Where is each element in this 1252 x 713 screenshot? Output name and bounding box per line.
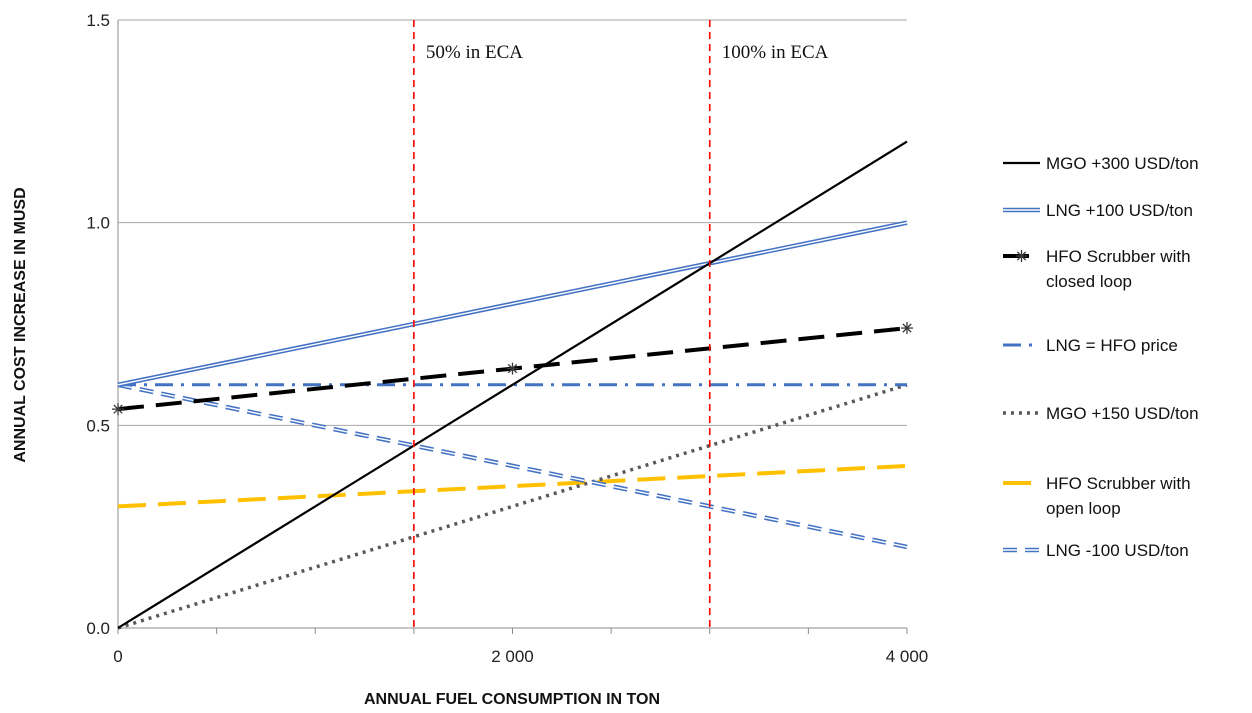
x-tick-label: 0 — [113, 647, 122, 666]
y-tick-label: 0.5 — [86, 416, 110, 435]
legend-item: LNG = HFO price — [1003, 336, 1178, 355]
legend-label: open loop — [1046, 499, 1121, 518]
y-axis-title: ANNUAL COST INCREASE IN MUSD — [12, 187, 29, 462]
star-stroke — [902, 323, 912, 333]
series-line-4 — [117, 383, 908, 630]
series-line-0 — [117, 140, 908, 629]
series-marker-star — [901, 322, 913, 335]
eca-label: 100% in ECA — [722, 42, 829, 63]
legend-label: LNG = HFO price — [1046, 336, 1178, 355]
legend-item: MGO +150 USD/ton — [1003, 404, 1199, 423]
legend-layer: MGO +300 USD/ton LNG +100 USD/ton HFO Scru… — [1003, 154, 1199, 560]
legend-item: MGO +300 USD/ton — [1003, 154, 1199, 173]
x-tick-label: 4 000 — [886, 647, 929, 666]
legend-item: LNG -100 USD/ton — [1003, 541, 1189, 560]
legend-label: HFO Scrubber with — [1046, 474, 1191, 493]
series-line-6-core — [117, 384, 908, 548]
x-axis-title: ANNUAL FUEL CONSUMPTION IN TON — [364, 691, 660, 708]
series-line-1-core — [117, 222, 908, 386]
legend-label: LNG -100 USD/ton — [1046, 541, 1189, 560]
legend-item: LNG +100 USD/ton — [1003, 201, 1193, 220]
star-stroke — [507, 363, 518, 374]
axis-layer: 0.0 0.5 1.0 1.5 0 2 000 4 000 — [86, 11, 928, 666]
eca-label: 50% in ECA — [426, 42, 523, 63]
series-marker-star — [112, 403, 124, 416]
star-stroke — [113, 404, 123, 414]
series-layer — [112, 140, 913, 630]
legend-label: closed loop — [1046, 272, 1132, 291]
y-tick-label: 1.0 — [86, 214, 110, 233]
legend-item: HFO Scrubber with closed loop — [1003, 247, 1191, 291]
legend-marker-star — [1015, 250, 1028, 262]
y-tick-label: 1.5 — [86, 11, 110, 30]
legend-label: MGO +150 USD/ton — [1046, 404, 1199, 423]
vline-layer: 50% in ECA 100% in ECA — [413, 20, 829, 628]
y-tick-label: 0.0 — [86, 619, 110, 638]
legend-item: HFO Scrubber with open loop — [1003, 474, 1191, 518]
x-tick-label: 2 000 — [491, 647, 534, 666]
legend-label: MGO +300 USD/ton — [1046, 154, 1199, 173]
series-line-5 — [117, 463, 908, 509]
star-stroke — [1016, 251, 1027, 261]
series-marker-star — [506, 362, 519, 375]
legend-label: HFO Scrubber with — [1046, 247, 1191, 266]
legend-label: LNG +100 USD/ton — [1046, 201, 1193, 220]
